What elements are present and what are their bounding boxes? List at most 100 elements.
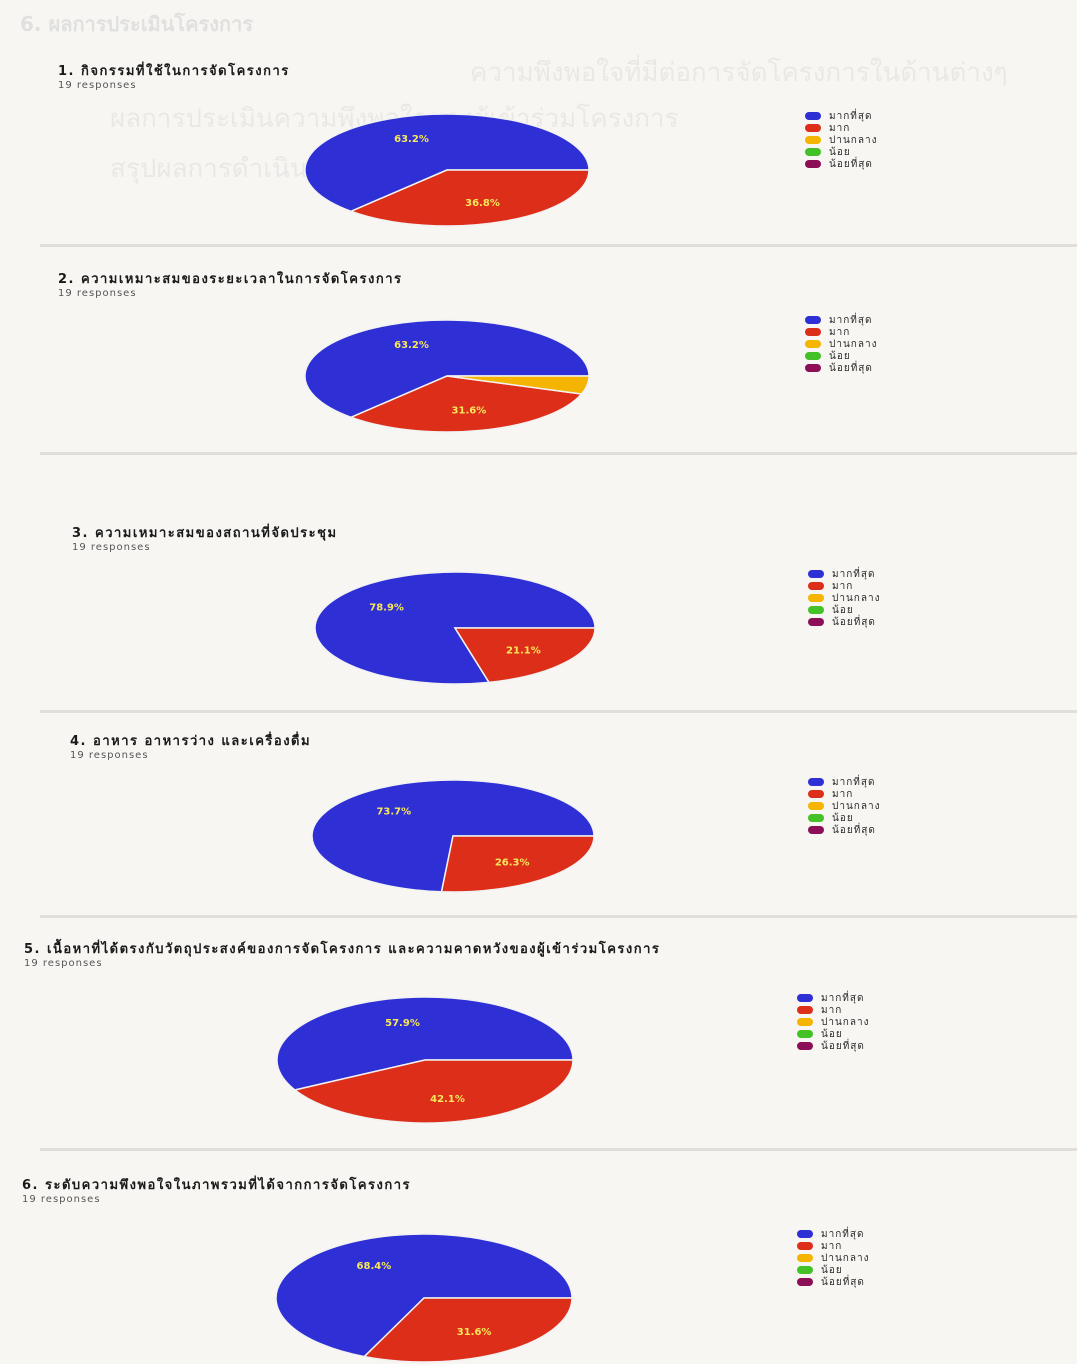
chart-legend: มากที่สุด มาก ปานกลาง น้อย น้อยที่สุด [805,110,877,170]
section-divider [40,1148,1077,1151]
legend-swatch [808,778,824,786]
legend-label: ปานกลาง [832,800,881,812]
legend-swatch [797,1042,813,1050]
chart-legend: มากที่สุด มาก ปานกลาง น้อย น้อยที่สุด [805,314,877,374]
legend-label: ปานกลาง [829,134,878,146]
legend-item: มากที่สุด [797,992,869,1004]
legend-swatch [805,316,821,324]
response-count: 19 responses [72,542,151,553]
legend-item: น้อยที่สุด [805,158,877,170]
legend-item: น้อย [805,350,877,362]
question-number: 6. [22,1178,39,1193]
pie-slice-most [304,113,590,213]
pie-slice-much [349,169,590,227]
legend-item: ปานกลาง [805,338,877,350]
page-heading: 6. ผลการประเมินโครงการ [20,12,254,36]
question-title: 3. ความเหมาะสมของสถานที่จัดประชุม [72,522,338,543]
pie-chart: 57.9% 42.1% [276,996,574,1124]
legend-item: ปานกลาง [797,1016,869,1028]
pie-chart: 63.2% 36.8% [304,113,590,227]
slice-label: 31.6% [457,1327,492,1338]
pie-slice-much [293,1059,574,1124]
pie-chart: 73.7% 26.3% [311,779,595,893]
legend-swatch [797,1242,813,1250]
question-number: 3. [72,526,89,541]
legend-label: มากที่สุด [829,110,873,122]
legend-item: มาก [808,580,880,592]
legend-label: น้อยที่สุด [821,1276,865,1288]
legend-item: น้อยที่สุด [797,1276,869,1288]
legend-swatch [805,136,821,144]
legend-label: มากที่สุด [832,568,876,580]
legend-swatch [808,802,824,810]
legend-label: ปานกลาง [821,1016,870,1028]
pie-slice-most [304,319,590,419]
legend-item: มากที่สุด [808,568,880,580]
slice-label: 21.1% [506,645,541,656]
legend-label: น้อย [821,1028,843,1040]
question-text: ระดับความพึงพอใจในภาพรวมที่ได้จากการจัดโ… [45,1178,412,1193]
legend-swatch [797,1278,813,1286]
legend-swatch [808,826,824,834]
slice-label: 63.2% [394,340,429,351]
section-divider [40,452,1077,455]
pie-slice-much [453,627,596,684]
legend-item: น้อย [797,1264,869,1276]
section-divider [40,915,1077,918]
legend-swatch [797,1230,813,1238]
pie-slice-much [349,375,583,433]
legend-item: น้อยที่สุด [805,362,877,374]
legend-item: น้อยที่สุด [808,824,880,836]
legend-item: น้อยที่สุด [797,1040,869,1052]
legend-label: มากที่สุด [829,314,873,326]
chart-legend: มากที่สุด มาก ปานกลาง น้อย น้อยที่สุด [808,776,880,836]
section-divider [40,244,1077,247]
pie-slice-moderate [446,375,590,395]
question-text: อาหาร อาหารว่าง และเครื่องดื่ม [93,734,312,749]
legend-label: ปานกลาง [832,592,881,604]
chart-legend: มากที่สุด มาก ปานกลาง น้อย น้อยที่สุด [808,568,880,628]
legend-swatch [805,352,821,360]
legend-swatch [797,994,813,1002]
legend-item: น้อย [805,146,877,158]
legend-swatch [808,618,824,626]
question-title: 5. เนื้อหาที่ได้ตรงกับวัตถุประสงค์ของการ… [24,938,660,959]
legend-item: ปานกลาง [805,134,877,146]
legend-swatch [797,1018,813,1026]
legend-label: ปานกลาง [829,338,878,350]
legend-item: มากที่สุด [797,1228,869,1240]
chart-legend: มากที่สุด มาก ปานกลาง น้อย น้อยที่สุด [797,1228,869,1288]
bleed-through-line: ความพึงพอใจที่มีต่อการจัดโครงการในด้านต่… [470,58,1008,88]
legend-label: มาก [821,1004,843,1016]
legend-item: มากที่สุด [805,314,877,326]
legend-label: น้อย [829,350,851,362]
pie-chart: 68.4% 31.6% [275,1233,573,1363]
legend-swatch [808,790,824,798]
legend-label: น้อยที่สุด [829,362,873,374]
slice-label: 26.3% [495,858,530,869]
slice-label: 42.1% [430,1094,465,1105]
legend-item: น้อย [797,1028,869,1040]
slice-label: 57.9% [385,1018,420,1029]
question-title: 6. ระดับความพึงพอใจในภาพรวมที่ได้จากการจ… [22,1174,411,1195]
question-title: 2. ความเหมาะสมของระยะเวลาในการจัดโครงการ [58,268,402,289]
question-number: 4. [70,734,87,749]
slice-label: 36.8% [465,198,500,209]
legend-swatch [805,148,821,156]
legend-swatch [805,328,821,336]
response-count: 19 responses [24,958,103,969]
question-number: 5. [24,942,41,957]
question-number: 1. [58,64,75,79]
legend-swatch [797,1030,813,1038]
legend-label: มากที่สุด [821,992,865,1004]
legend-swatch [805,340,821,348]
legend-label: น้อยที่สุด [821,1040,865,1052]
legend-label: น้อยที่สุด [832,824,876,836]
legend-swatch [797,1006,813,1014]
legend-label: มาก [832,580,854,592]
pie-slice-most [275,1233,573,1358]
legend-item: มากที่สุด [805,110,877,122]
legend-item: ปานกลาง [797,1252,869,1264]
question-number: 2. [58,272,75,287]
question-text: ความเหมาะสมของระยะเวลาในการจัดโครงการ [81,272,403,287]
